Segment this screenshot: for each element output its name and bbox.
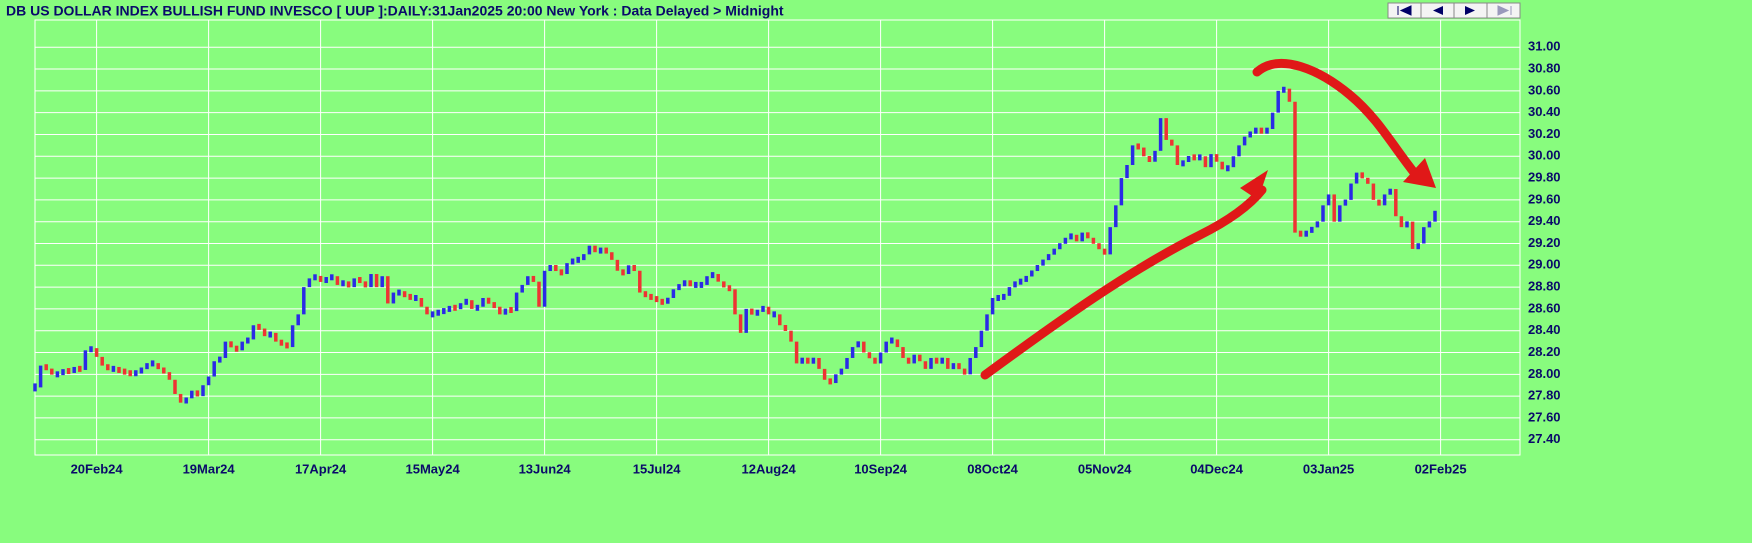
next-button[interactable] [1453,2,1488,19]
nav-buttons [1387,2,1521,19]
x-tick-label: 08Oct24 [967,461,1018,476]
plot-area: 27.40 27.60 27.80 28.00 28.20 28.40 28.60 28.80… [33,19,1561,476]
y-tick-label: 30.20 [1528,126,1561,141]
arrow-head [1240,170,1268,200]
x-tick-label: 20Feb24 [71,461,124,476]
y-tick-label: 28.20 [1528,344,1561,359]
down-arrow [1252,58,1425,185]
x-tick-label: 15May24 [405,461,460,476]
y-tick-label: 29.60 [1528,191,1561,206]
y-tick-label: 29.00 [1528,257,1561,272]
y-tick-label: 31.00 [1528,39,1561,54]
x-tick-label: 12Aug24 [741,461,796,476]
chart-title: DB US DOLLAR INDEX BULLISH FUND INVESCO … [6,3,784,19]
y-tick-label: 27.80 [1528,388,1561,403]
y-tick-label: 28.60 [1528,300,1561,315]
y-tick-label: 30.60 [1528,82,1561,97]
y-tick-label: 28.80 [1528,279,1561,294]
plot-frame [34,19,1521,456]
arrow-head [1403,158,1436,188]
x-tick-label: 05Nov24 [1078,461,1132,476]
y-tick-label: 28.00 [1528,366,1561,381]
prev-button[interactable] [1420,2,1455,19]
x-tick-label: 02Feb25 [1415,461,1467,476]
y-tick-label: 29.80 [1528,170,1561,185]
y-tick-label: 30.00 [1528,148,1561,163]
x-tick-label: 03Jan25 [1303,461,1354,476]
y-tick-label: 28.40 [1528,322,1561,337]
y-tick-label: 30.80 [1528,60,1561,75]
y-tick-label: 27.40 [1528,431,1561,446]
y-tick-label: 29.20 [1528,235,1561,250]
x-tick-label: 04Dec24 [1190,461,1244,476]
y-tick-label: 27.60 [1528,409,1561,424]
y-tick-label: 30.40 [1528,104,1561,119]
annotation-arrows [980,58,1436,380]
x-tick-label: 10Sep24 [854,461,908,476]
x-tick-label: 15Jul24 [633,461,681,476]
last-button[interactable] [1486,2,1521,19]
x-tick-label: 13Jun24 [519,461,572,476]
y-tick-label: 29.40 [1528,213,1561,228]
x-tick-label: 17Apr24 [295,461,347,476]
x-tick-label: 19Mar24 [183,461,236,476]
first-button[interactable] [1387,2,1422,19]
up-arrow [980,185,1267,380]
